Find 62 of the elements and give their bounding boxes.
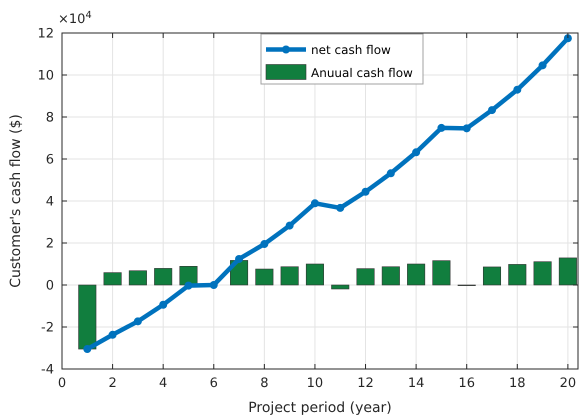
bar (306, 264, 324, 286)
point (538, 61, 547, 70)
x-tick-label: 6 (210, 376, 218, 391)
x-tick-label: 2 (108, 376, 117, 391)
y-tick-label: 10 (37, 68, 54, 84)
x-tick-label: 8 (260, 376, 268, 391)
x-tick-label: 16 (458, 376, 475, 391)
point (210, 281, 218, 289)
x-tick-label: 12 (357, 376, 374, 391)
y-axis-title: Customer's cash flow ($) (8, 114, 24, 288)
point (362, 188, 370, 196)
point (564, 34, 572, 42)
x-tick-label: 14 (408, 376, 424, 391)
bar (432, 260, 450, 286)
bar (558, 258, 577, 286)
point (83, 345, 92, 354)
y-tick-label: 2 (46, 236, 54, 252)
bar (78, 284, 96, 350)
y-tick-label: -4 (41, 362, 54, 378)
y-tick-label: 12 (37, 26, 54, 42)
point (235, 254, 244, 263)
bar (407, 264, 426, 286)
point (462, 124, 471, 132)
point (286, 222, 294, 230)
point (159, 300, 168, 309)
y-tick-label: 6 (46, 152, 54, 168)
legend-label: net cash flow (311, 43, 392, 57)
x-tick-label: 18 (509, 376, 526, 391)
bar (482, 266, 502, 286)
bar (356, 268, 375, 286)
bar (179, 266, 198, 286)
bar (508, 264, 526, 286)
bar (104, 272, 122, 286)
bar (382, 266, 400, 286)
point (488, 106, 496, 114)
x-axis-title: Project period (year) (248, 400, 392, 416)
bar (280, 266, 299, 286)
x-tick-label: 10 (306, 376, 324, 391)
bar (128, 270, 147, 286)
x-tick-label: 4 (159, 376, 168, 391)
bar (255, 268, 274, 286)
bar (331, 284, 350, 290)
y-tick-label: -2 (41, 320, 54, 336)
x-tick-label: 20 (560, 376, 576, 391)
x-tick-label: 0 (58, 376, 66, 391)
point (513, 86, 522, 94)
point (108, 330, 117, 339)
y-tick-label: 4 (46, 194, 54, 210)
point (260, 240, 268, 248)
legend-label: Anuual cash flow (311, 66, 414, 80)
point (184, 282, 192, 290)
point (336, 204, 344, 212)
y-tick-label: 0 (46, 278, 54, 294)
text: ×10$^{4}$ (58, 10, 92, 27)
bar (154, 268, 172, 286)
point (386, 169, 395, 178)
point (310, 199, 319, 208)
point (437, 124, 446, 132)
y-tick-label: 8 (46, 110, 54, 126)
bar (534, 261, 552, 286)
point (134, 317, 142, 326)
point (412, 148, 420, 156)
